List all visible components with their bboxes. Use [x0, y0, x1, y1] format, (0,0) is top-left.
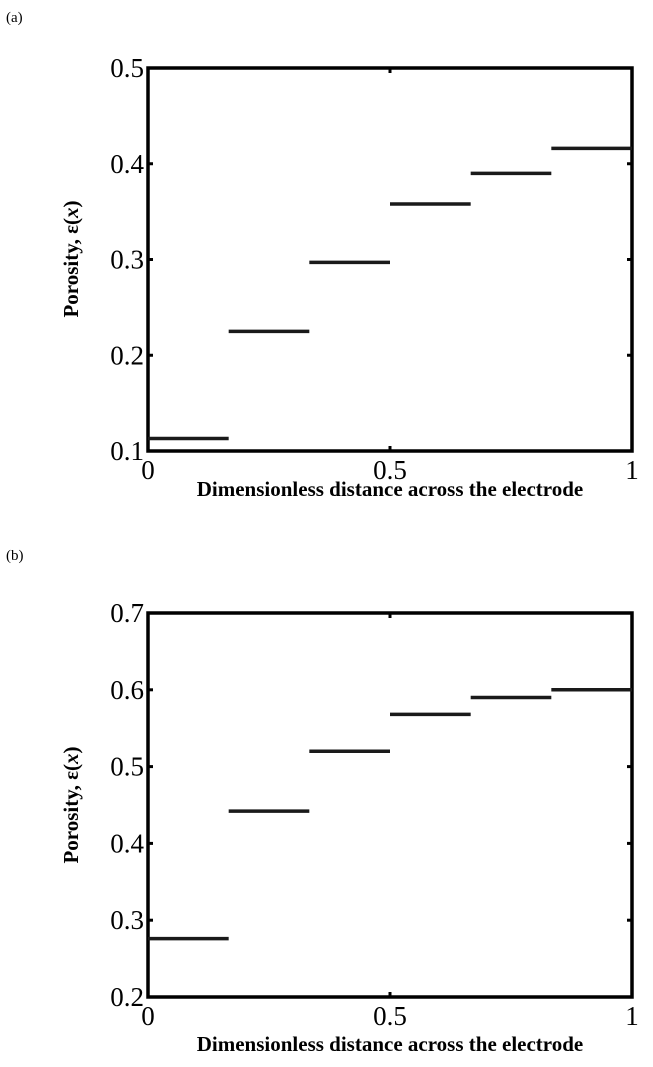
chart-panel-b: (b) 0.20.30.40.50.60.7 0 0.5 1 Dimensionle…: [6, 548, 639, 1056]
porosity-series: [148, 688, 632, 941]
y-axis-tick-labels: 0.1 0.2 0.3 0.4 0.5: [110, 53, 144, 466]
y-tick-label: 0.5: [110, 752, 144, 782]
y-tick-label: 0.3: [110, 905, 144, 935]
y-axis-title-close: ): [59, 746, 83, 753]
y-axis-title-symbol: ε(: [59, 218, 83, 234]
axis-ticks: [146, 66, 634, 453]
y-axis-title-variable: x: [59, 753, 83, 765]
y-tick-label: 0.5: [110, 53, 144, 83]
y-axis-title-text: Porosity,: [59, 780, 83, 864]
x-tick-label: 0.5: [373, 1001, 407, 1031]
x-tick-label: 0: [141, 1001, 155, 1031]
y-axis-title-close: ): [59, 200, 83, 207]
y-axis-title: Porosity, ε(x): [59, 200, 83, 317]
y-tick-label: 0.1: [110, 436, 144, 466]
y-tick-label: 0.6: [110, 675, 144, 705]
chart-panel-a: (a) 0.10.20.30.40.5 0 0.5 1 Dimensionless …: [6, 10, 639, 501]
y-tick-label: 0.4: [110, 828, 144, 858]
panel-label: (a): [6, 10, 23, 26]
y-axis-tick-labels: 0.2 0.3 0.4 0.5 0.6 0.7: [110, 598, 144, 1012]
y-tick-label: 0.2: [110, 340, 144, 370]
x-axis-title: Dimensionless distance across the electr…: [197, 477, 584, 501]
y-axis-title-text: Porosity,: [59, 234, 83, 318]
x-tick-label: 1: [625, 455, 639, 485]
y-axis-title: Porosity, ε(x): [59, 746, 83, 863]
y-axis-title-symbol: ε(: [59, 764, 83, 780]
panel-label: (b): [6, 548, 24, 564]
y-tick-label: 0.3: [110, 245, 144, 275]
y-tick-label: 0.7: [110, 598, 144, 628]
y-tick-label: 0.4: [110, 149, 144, 179]
plot-frame: [146, 66, 634, 453]
x-axis-tick-labels: 0 0.5 1: [141, 455, 639, 485]
x-axis-tick-labels: 0 0.5 1: [141, 1001, 639, 1031]
y-axis-title-variable: x: [59, 207, 83, 219]
x-tick-label: 0: [141, 455, 155, 485]
x-tick-label: 1: [625, 1001, 639, 1031]
porosity-series: [148, 146, 632, 441]
x-tick-label: 0.5: [373, 455, 407, 485]
y-tick-label: 0.2: [110, 982, 144, 1012]
x-axis-title: Dimensionless distance across the electr…: [197, 1032, 584, 1056]
